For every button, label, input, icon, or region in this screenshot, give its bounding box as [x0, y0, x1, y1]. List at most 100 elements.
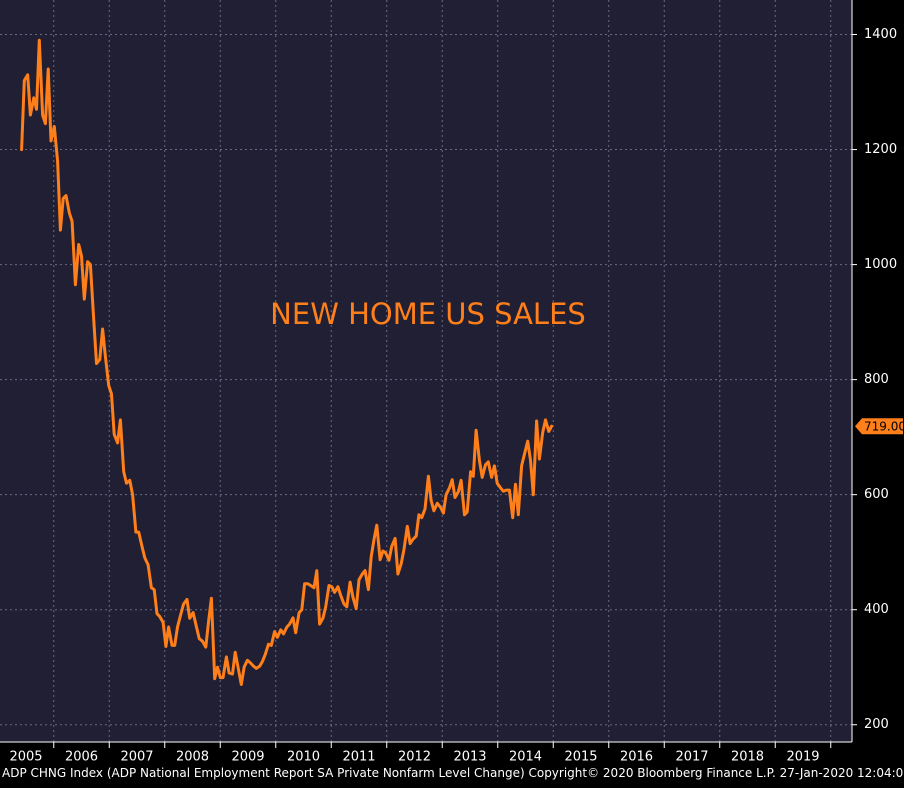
- data-point-48: [164, 645, 167, 648]
- data-point-19: [77, 243, 80, 246]
- data-point-115: [367, 588, 370, 591]
- data-point-160: [502, 490, 505, 493]
- data-point-147: [463, 513, 466, 516]
- data-point-33: [119, 418, 122, 421]
- data-point-97: [313, 586, 315, 589]
- data-point-40: [141, 545, 143, 548]
- data-point-72: [237, 669, 240, 672]
- data-point-119: [379, 558, 382, 561]
- data-point-176: [550, 425, 553, 428]
- data-point-64: [213, 677, 216, 680]
- y-tick-label-600: 600: [864, 487, 889, 502]
- data-point-55: [186, 598, 188, 601]
- data-point-21: [83, 298, 86, 301]
- data-point-107: [343, 603, 345, 605]
- data-point-80: [261, 660, 264, 663]
- data-point-162: [508, 489, 511, 492]
- data-point-164: [514, 483, 517, 486]
- data-point-54: [182, 603, 185, 605]
- data-point-74: [243, 666, 246, 669]
- data-point-123: [390, 545, 393, 548]
- data-point-38: [134, 531, 137, 534]
- data-point-125: [396, 573, 399, 575]
- data-point-101: [324, 605, 327, 608]
- data-point-81: [264, 653, 267, 656]
- data-point-32: [116, 441, 119, 444]
- last-value-badge-group: 719.00: [855, 418, 904, 435]
- data-point-66: [219, 676, 222, 679]
- x-tick-label-2016: 2016: [620, 750, 653, 765]
- data-point-131: [415, 535, 418, 538]
- data-point-46: [158, 615, 161, 618]
- data-point-70: [231, 673, 234, 676]
- data-point-58: [194, 623, 197, 626]
- data-point-168: [526, 440, 529, 443]
- data-point-150: [472, 475, 475, 478]
- data-point-2: [26, 73, 29, 76]
- data-point-12: [56, 160, 59, 163]
- data-point-15: [65, 194, 67, 197]
- data-point-18: [74, 283, 77, 286]
- x-tick-label-2019: 2019: [786, 750, 819, 765]
- data-point-25: [95, 362, 98, 365]
- data-point-61: [204, 646, 207, 649]
- data-point-111: [355, 607, 358, 610]
- data-point-127: [403, 548, 405, 551]
- data-point-158: [496, 482, 499, 485]
- data-point-5: [35, 108, 38, 111]
- data-point-167: [523, 453, 526, 456]
- data-point-8: [44, 122, 47, 125]
- data-point-109: [349, 581, 352, 584]
- data-point-143: [451, 478, 454, 481]
- data-point-161: [505, 489, 508, 492]
- data-point-69: [228, 672, 231, 674]
- data-point-112: [358, 578, 360, 581]
- data-point-7: [41, 114, 44, 116]
- data-point-53: [179, 613, 182, 616]
- data-point-93: [300, 608, 303, 611]
- data-point-98: [315, 569, 318, 572]
- y-tick-label-800: 800: [864, 372, 889, 387]
- data-point-37: [131, 493, 134, 496]
- x-tick-label-2013: 2013: [453, 750, 486, 765]
- data-point-133: [420, 516, 423, 519]
- data-point-121: [384, 551, 387, 554]
- data-point-63: [210, 597, 213, 600]
- data-point-60: [201, 640, 204, 643]
- x-tick-label-2015: 2015: [564, 750, 597, 765]
- data-point-22: [86, 260, 89, 263]
- data-point-39: [137, 531, 140, 534]
- data-point-31: [113, 433, 116, 436]
- data-point-59: [198, 637, 201, 640]
- data-point-106: [339, 594, 342, 597]
- x-tick-label-2005: 2005: [9, 750, 42, 765]
- data-point-6: [38, 39, 41, 42]
- data-point-79: [258, 665, 261, 668]
- data-point-84: [273, 630, 276, 633]
- data-point-145: [457, 490, 460, 493]
- data-point-140: [442, 512, 445, 515]
- data-point-156: [490, 476, 493, 479]
- data-point-170: [532, 493, 535, 496]
- y-tick-label-200: 200: [864, 717, 889, 732]
- chart-title: NEW HOME US SALES: [270, 297, 586, 331]
- data-point-34: [122, 470, 125, 473]
- data-point-51: [173, 644, 176, 647]
- data-point-108: [345, 605, 348, 608]
- data-point-132: [417, 513, 420, 516]
- data-point-105: [336, 585, 339, 588]
- data-point-44: [153, 588, 156, 591]
- x-tick-label-2009: 2009: [231, 750, 264, 765]
- data-point-89: [288, 623, 291, 626]
- data-point-67: [222, 676, 224, 679]
- data-point-85: [276, 636, 279, 639]
- data-point-175: [547, 430, 550, 433]
- data-point-49: [167, 626, 170, 628]
- data-point-128: [406, 525, 409, 528]
- data-point-43: [150, 586, 153, 589]
- data-point-71: [234, 651, 237, 654]
- data-point-154: [484, 463, 487, 466]
- data-point-62: [207, 620, 210, 623]
- data-point-4: [32, 96, 35, 99]
